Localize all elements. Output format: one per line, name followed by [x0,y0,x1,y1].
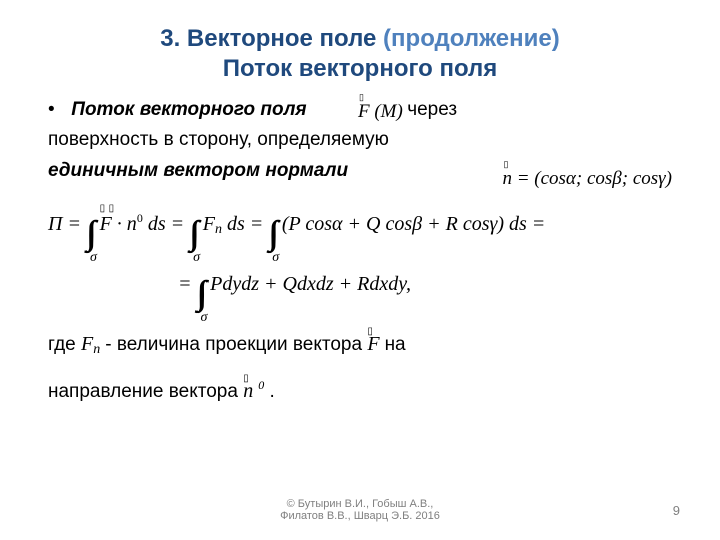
def-term: Поток векторного поля [71,99,306,120]
where-clause: где Fn - величина проекции вектора ▯ F н… [48,331,672,405]
footer-credits: © Бутырин В.И., Гобыш А.В., Филатов В.В.… [0,498,720,522]
formula-line-2: = ∫∫σ Pdydz + Qdxdz + Rdxdy, [48,273,672,311]
where-line-2: направление вектора ▯ n 0 . [48,378,672,405]
footer-line-2: Филатов В.В., Шварц Э.Б. 2016 [280,510,440,522]
slide-title: 3. Векторное поле (продолжение) Поток ве… [48,24,672,84]
slide: 3. Векторное поле (продолжение) Поток ве… [0,0,720,540]
page-number: 9 [673,503,680,518]
where-line-1: где Fn - величина проекции вектора ▯ F н… [48,331,672,359]
formula-line-1: П = ∫∫σ ▯ ▯F · n0 ds = ∫∫σ Fn ds = ∫∫σ (… [48,211,672,251]
title-part-2: (продолжение) [376,25,559,52]
body-line-2: поверхность в сторону, определяемую [48,128,672,152]
footer-line-1: © Бутырин В.И., Гобыш А.В., [287,498,434,510]
def-tail: через [407,99,457,120]
overlay-n-eq: ▯ n = (cosα; cosβ; cosγ) [502,168,672,190]
title-part-1: 3. Векторное поле [160,25,376,52]
overlay-F-M: ▯ F (M) [358,101,403,123]
bullet-icon: • [48,98,66,122]
title-line-2: Поток векторного поля [223,55,498,82]
